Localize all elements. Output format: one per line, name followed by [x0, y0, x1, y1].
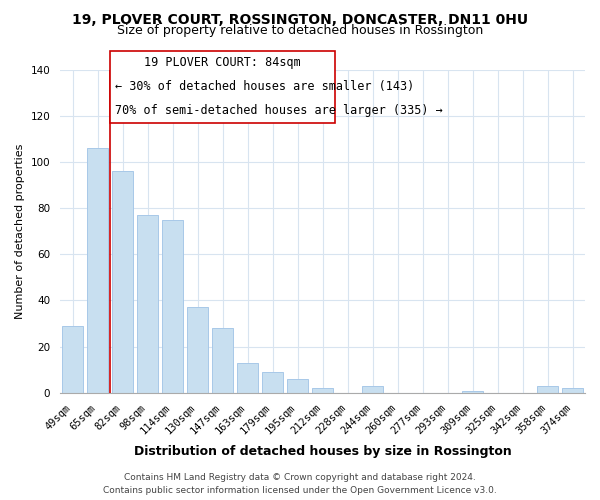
Bar [287, 379, 308, 393]
Text: Contains HM Land Registry data © Crown copyright and database right 2024.
Contai: Contains HM Land Registry data © Crown c… [103, 474, 497, 495]
Bar [112, 171, 133, 393]
Bar [362, 386, 383, 393]
Text: ← 30% of detached houses are smaller (143): ← 30% of detached houses are smaller (14… [115, 80, 415, 93]
Bar [137, 215, 158, 393]
Bar [87, 148, 108, 393]
Text: 70% of semi-detached houses are larger (335) →: 70% of semi-detached houses are larger (… [115, 104, 443, 118]
Bar [62, 326, 83, 393]
Bar [212, 328, 233, 393]
Bar [237, 363, 258, 393]
Bar [262, 372, 283, 393]
Bar [187, 308, 208, 393]
Bar [537, 386, 558, 393]
Text: 19 PLOVER COURT: 84sqm: 19 PLOVER COURT: 84sqm [144, 56, 301, 69]
X-axis label: Distribution of detached houses by size in Rossington: Distribution of detached houses by size … [134, 444, 511, 458]
Y-axis label: Number of detached properties: Number of detached properties [15, 144, 25, 319]
FancyBboxPatch shape [110, 51, 335, 123]
Bar [312, 388, 333, 393]
Text: Size of property relative to detached houses in Rossington: Size of property relative to detached ho… [117, 24, 483, 37]
Bar [162, 220, 183, 393]
Bar [462, 390, 483, 393]
Text: 19, PLOVER COURT, ROSSINGTON, DONCASTER, DN11 0HU: 19, PLOVER COURT, ROSSINGTON, DONCASTER,… [72, 12, 528, 26]
Bar [562, 388, 583, 393]
